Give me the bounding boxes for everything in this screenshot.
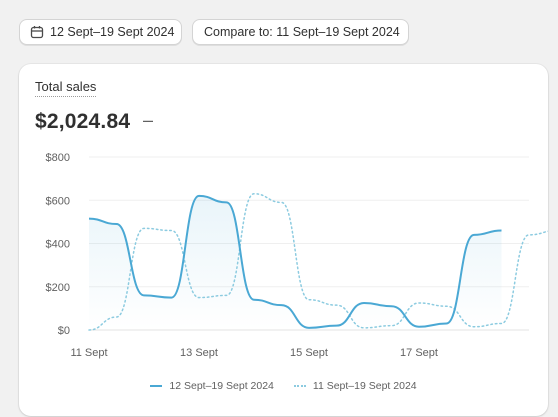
legend-swatch-dotted (293, 385, 306, 387)
compare-label: Compare to: 11 Sept–19 Sept 2024 (204, 25, 400, 39)
series-area-current (89, 195, 502, 330)
y-tick-label: $800 (46, 152, 70, 164)
card-title[interactable]: Total sales (35, 79, 97, 97)
sales-line-chart: $0 $200 $400 $600 $800 11 Sept 13 Sept 15 Sept 1… (46, 152, 548, 359)
total-sales-value: $2,024.84 (35, 110, 131, 133)
legend-item-current[interactable]: 12 Sept–19 Sept 2024 (150, 380, 274, 392)
change-indicator: – (143, 110, 154, 130)
series-line-current[interactable] (88, 194, 502, 329)
x-tick-label: 17 Sept (400, 347, 438, 359)
x-tick-label: 15 Sept (290, 347, 328, 359)
date-range-label: 12 Sept–19 Sept 2024 (50, 25, 175, 39)
x-tick-label: 11 Sept (70, 347, 107, 359)
y-tick-label: $0 (58, 325, 70, 337)
chart-legend: 12 Sept–19 Sept 2024 11 Sept–19 Sept 202… (19, 380, 548, 392)
y-tick-label: $400 (46, 239, 70, 251)
legend-label-current: 12 Sept–19 Sept 2024 (169, 380, 274, 392)
compare-button[interactable]: Compare to: 11 Sept–19 Sept 2024 (192, 19, 409, 45)
y-tick-label: $600 (46, 195, 70, 207)
x-tick-label: 13 Sept (180, 347, 218, 359)
legend-item-comparison[interactable]: 11 Sept–19 Sept 2024 (293, 380, 417, 392)
date-range-button[interactable]: 12 Sept–19 Sept 2024 (19, 19, 182, 45)
y-tick-label: $200 (46, 282, 70, 294)
total-sales-card: Total sales $2,024.84 – $0 $200 $400 $600 $8… (19, 64, 548, 416)
legend-label-comparison: 11 Sept–19 Sept 2024 (312, 380, 417, 392)
calendar-icon (30, 26, 44, 39)
series-line-comparison[interactable] (88, 193, 548, 331)
legend-swatch-solid (150, 385, 163, 387)
